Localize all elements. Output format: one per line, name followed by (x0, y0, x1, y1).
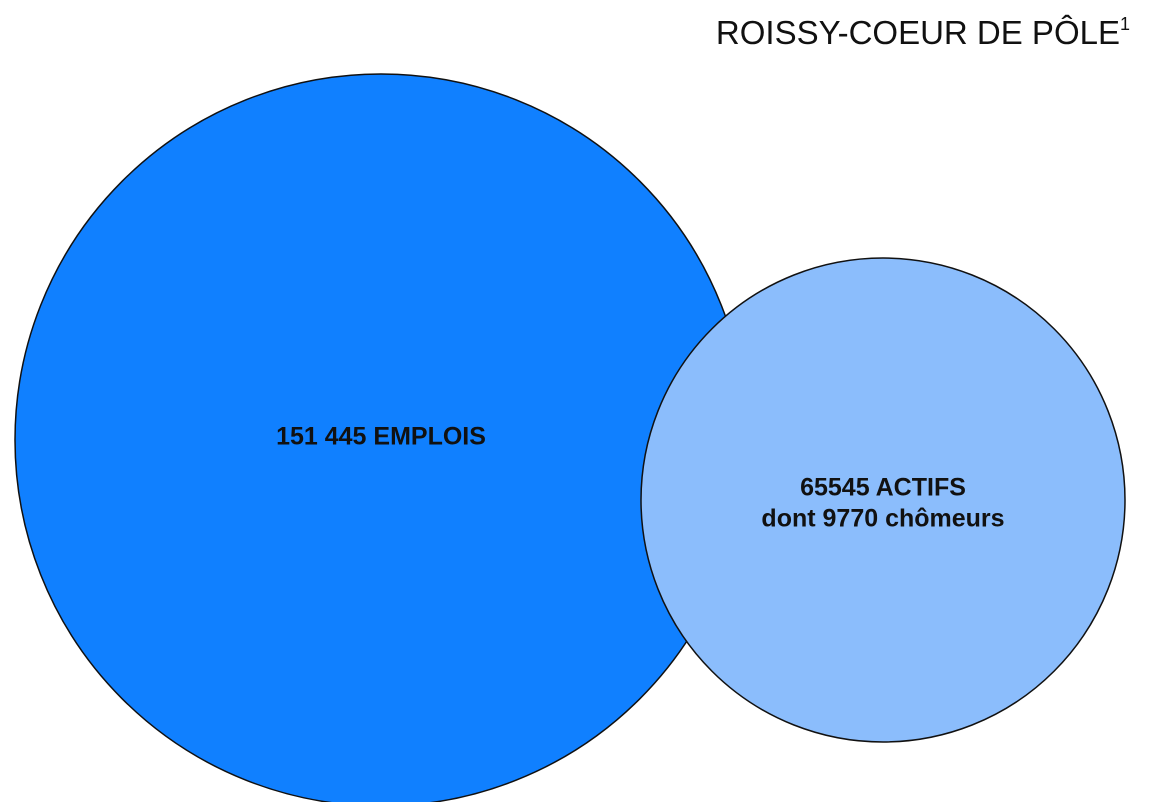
title-superscript: 1 (1120, 14, 1130, 34)
node-sublabel: dont 9770 chômeurs (761, 505, 1004, 533)
node-label: 151 445 EMPLOIS (276, 423, 486, 451)
node-label: 65545 ACTIFS (800, 474, 966, 502)
actifs-circle (640, 257, 1126, 743)
title: ROISSY-COEUR DE PÔLE1 (716, 14, 1130, 51)
title-text: ROISSY-COEUR DE PÔLE (716, 14, 1120, 51)
